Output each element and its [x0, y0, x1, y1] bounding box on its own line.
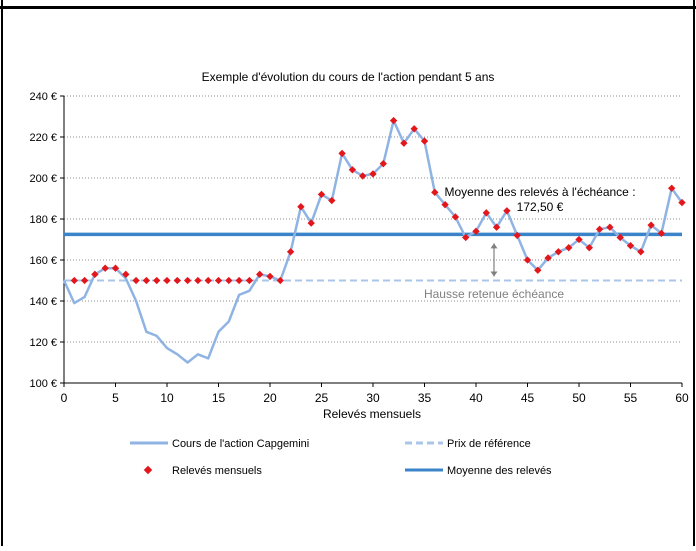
- y-tick-label: 240 €: [29, 91, 57, 103]
- monthly-marker: [472, 227, 480, 235]
- monthly-marker: [565, 244, 573, 252]
- y-tick-label: 160 €: [29, 255, 57, 267]
- monthly-marker: [348, 166, 357, 174]
- hausse-arrow-head-up: [490, 243, 498, 249]
- y-tick-label: 200 €: [29, 173, 57, 185]
- y-tick-labels: 100 € 120 € 140 € 160 € 180 € 200 € 220 € 240 €: [29, 91, 57, 390]
- monthly-marker: [523, 256, 532, 264]
- x-tick-label: 25: [315, 391, 329, 405]
- x-axis-label: Relevés mensuels: [323, 407, 421, 421]
- monthly-marker: [101, 264, 109, 272]
- x-tick-label: 20: [263, 391, 277, 405]
- monthly-marker: [606, 223, 614, 231]
- x-tick-label: 55: [624, 391, 638, 405]
- monthly-marker: [637, 248, 645, 256]
- monthly-marker: [420, 137, 429, 145]
- grid: [60, 95, 683, 387]
- monthly-marker: [668, 184, 676, 192]
- monthly-marker: [513, 231, 521, 240]
- legend: Cours de l'action Capgemini Prix de réfé…: [130, 438, 552, 477]
- y-tick-label: 100 €: [29, 378, 57, 390]
- y-tick-label: 120 €: [29, 337, 57, 349]
- monthly-marker: [80, 276, 89, 285]
- monthly-marker: [286, 248, 295, 256]
- y-tick-label: 220 €: [29, 132, 57, 144]
- x-tick-label: 35: [418, 391, 432, 405]
- monthly-marker: [534, 266, 542, 274]
- monthly-marker: [276, 276, 284, 285]
- x-tick-label: 15: [212, 391, 226, 405]
- x-tick-label: 0: [61, 391, 68, 405]
- monthly-marker: [194, 276, 202, 285]
- average-annotation-line1: Moyenne des relevés à l'échéance :: [444, 185, 635, 199]
- chart-title: Exemple d'évolution du cours de l'action…: [202, 70, 495, 84]
- monthly-marker: [91, 270, 99, 279]
- monthly-marker: [410, 125, 418, 133]
- monthly-marker: [544, 254, 552, 262]
- legend-label-price: Cours de l'action Capgemini: [172, 438, 309, 450]
- monthly-marker: [503, 207, 511, 215]
- x-tick-label: 60: [675, 391, 689, 405]
- monthly-marker: [389, 116, 398, 125]
- x-tick-label: 5: [112, 391, 119, 405]
- x-tick-labels: 0 5 10 15 20 25 30 35 40 45 50 55 60: [61, 391, 689, 405]
- monthly-marker: [616, 233, 624, 242]
- monthly-marker: [307, 219, 315, 227]
- x-tick-label: 50: [572, 391, 586, 405]
- legend-label-releves: Relevés mensuels: [172, 465, 262, 477]
- monthly-marker: [595, 225, 604, 233]
- hausse-arrow-head-down: [490, 271, 498, 277]
- monthly-marker: [214, 276, 223, 285]
- monthly-marker: [235, 276, 243, 285]
- monthly-marker: [173, 276, 181, 285]
- monthly-marker: [678, 198, 686, 207]
- monthly-marker: [575, 235, 583, 244]
- average-annotation-line2: 172,50 €: [517, 200, 564, 214]
- hausse-annotation: Hausse retenue échéance: [424, 287, 564, 301]
- x-tick-label: 40: [469, 391, 483, 405]
- monthly-marker: [163, 276, 171, 285]
- legend-label-average: Moyenne des relevés: [447, 465, 552, 477]
- monthly-marker: [245, 276, 254, 285]
- x-tick-label: 10: [160, 391, 174, 405]
- legend-swatch-marker: [143, 465, 153, 475]
- y-tick-label: 140 €: [29, 296, 57, 308]
- monthly-marker: [153, 276, 161, 285]
- monthly-marker: [256, 270, 264, 279]
- monthly-marker: [657, 229, 666, 238]
- legend-label-reference: Prix de référence: [447, 438, 531, 450]
- monthly-marker: [142, 276, 151, 285]
- monthly-marker: [554, 248, 563, 256]
- monthly-marker: [183, 276, 192, 285]
- monthly-marker: [204, 276, 212, 285]
- monthly-marker: [266, 272, 274, 281]
- monthly-marker: [132, 276, 140, 285]
- monthly-marker: [225, 276, 233, 285]
- x-tick-label: 30: [366, 391, 380, 405]
- y-tick-label: 180 €: [29, 214, 57, 226]
- x-tick-label: 45: [521, 391, 535, 405]
- monthly-marker: [111, 264, 120, 272]
